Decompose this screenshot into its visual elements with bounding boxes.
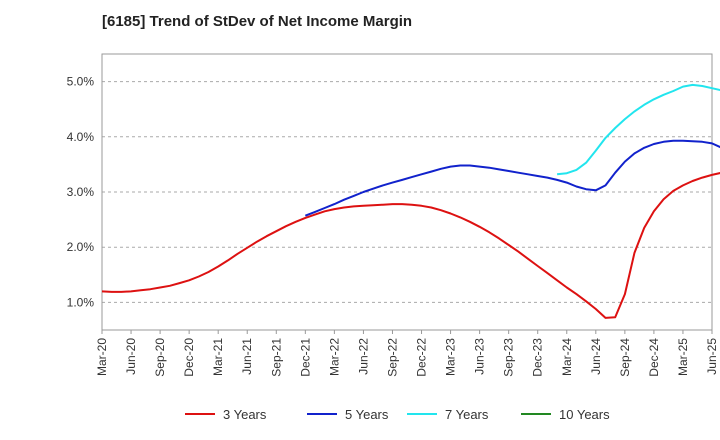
x-tick-label: Sep-22 [385,338,399,377]
x-tick-label: Jun-24 [589,338,603,375]
x-tick-label: Mar-21 [211,338,225,376]
x-tick-label: Jun-20 [124,338,138,375]
x-tick-label: Dec-20 [182,338,196,377]
x-axis: Mar-20 Jun-20 Sep-20 Dec-20 Mar-21 Jun-21 Sep-… [95,330,719,377]
series-line-3-years [101,172,720,319]
x-tick-label: Mar-24 [560,338,574,376]
y-tick-label: 1.0% [67,295,95,309]
series-lines [101,83,720,319]
x-tick-label: Dec-23 [531,338,545,377]
y-axis: 1.0% 2.0% 3.0% 4.0% 5.0% [67,75,95,310]
x-tick-label: Sep-20 [153,338,167,377]
x-tick-label: Mar-20 [95,338,109,376]
x-tick-label: Sep-24 [618,338,632,377]
x-tick-label: Dec-24 [647,338,661,377]
y-tick-label: 3.0% [67,185,95,199]
x-tick-label: Jun-21 [240,338,254,375]
chart-title: [6185] Trend of StDev of Net Income Marg… [102,13,413,30]
y-tick-label: 5.0% [67,75,95,89]
x-tick-label: Mar-22 [327,338,341,376]
legend-label-3-years: 3 Years [223,407,267,422]
x-tick-label: Jun-22 [356,338,370,375]
plot-frame [101,53,713,331]
x-tick-label: Jun-25 [705,338,719,375]
x-tick-label: Dec-21 [298,338,312,377]
x-tick-label: Mar-25 [676,338,690,376]
legend-label-7-years: 7 Years [445,407,489,422]
series-line-5-years [304,139,720,217]
x-tick-label: Dec-22 [415,338,429,377]
x-tick-label: Jun-23 [473,338,487,375]
x-tick-label: Mar-23 [444,338,458,376]
y-tick-label: 4.0% [67,130,95,144]
x-tick-label: Sep-23 [502,338,516,377]
gridlines [102,81,712,303]
legend-label-10-years: 10 Years [559,407,610,422]
y-tick-label: 2.0% [67,240,95,254]
legend-label-5-years: 5 Years [345,407,389,422]
legend: 3 Years 5 Years 7 Years 10 Years [185,407,610,422]
series-line-7-years [556,83,720,176]
x-tick-label: Sep-21 [269,338,283,377]
